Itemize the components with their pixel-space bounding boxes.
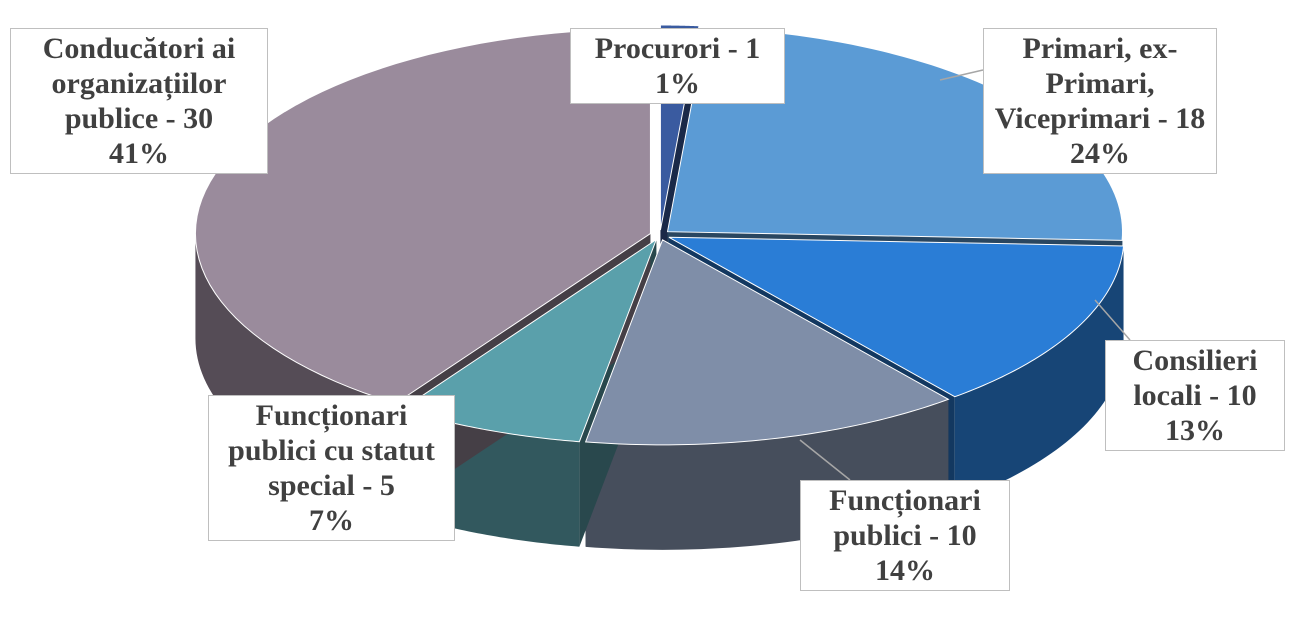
leader-line — [1094, 299, 1131, 341]
label-category: Conducători ai organizațiilor publice - … — [42, 32, 236, 135]
label-category: Funcționari publici cu statut special - … — [228, 399, 435, 502]
label-category: Primari, ex-Primari, Viceprimari - 18 — [994, 32, 1206, 135]
label-percent: 1% — [655, 67, 700, 100]
label-percent: 14% — [875, 554, 935, 587]
label-percent: 13% — [1165, 414, 1225, 447]
data-label: Funcționari publici cu statut special - … — [208, 395, 455, 541]
label-percent: 24% — [1070, 137, 1130, 170]
data-label: Funcționari publici - 10 14% — [800, 480, 1010, 591]
label-category: Procurori - 1 — [594, 32, 761, 65]
label-percent: 7% — [309, 504, 354, 537]
data-label: Procurori - 1 1% — [570, 28, 785, 104]
data-label: Consilieri locali - 10 13% — [1105, 340, 1285, 451]
leader-line — [799, 439, 851, 481]
label-category: Funcționari publici - 10 — [829, 484, 981, 552]
slice — [584, 239, 950, 446]
leader-line — [939, 69, 984, 81]
data-label: Primari, ex-Primari, Viceprimari - 18 24% — [983, 28, 1217, 174]
slice — [668, 236, 1125, 398]
label-percent: 41% — [109, 137, 169, 170]
data-label: Conducători ai organizațiilor publice - … — [10, 28, 268, 174]
slice-wall — [954, 245, 1124, 502]
label-category: Consilieri locali - 10 — [1132, 344, 1258, 412]
